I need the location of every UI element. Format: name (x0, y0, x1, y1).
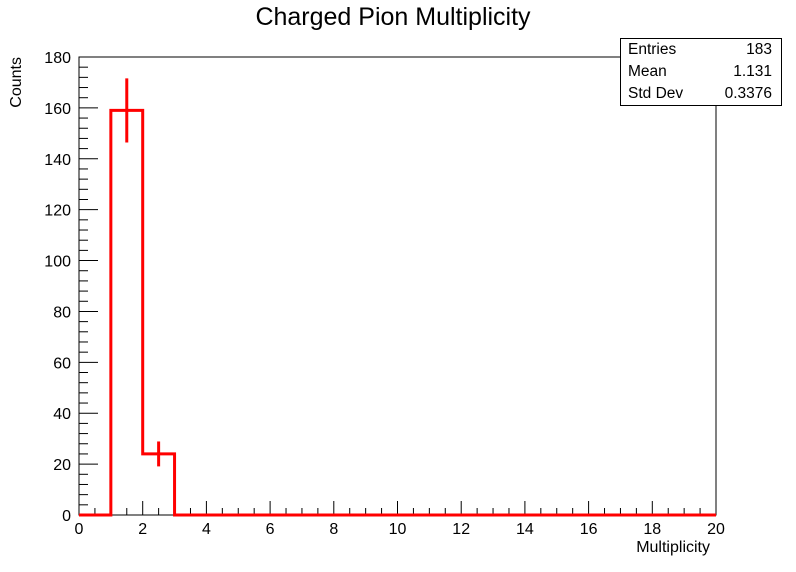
stats-std-value: 0.3376 (724, 85, 772, 102)
x-tick-label: 18 (643, 521, 661, 538)
x-tick-label: 4 (202, 521, 211, 538)
x-tick-label: 16 (580, 521, 598, 538)
y-tick-label: 0 (62, 508, 71, 525)
x-tick-label: 8 (329, 521, 338, 538)
stats-mean-label: Mean (628, 63, 667, 80)
x-tick-label: 2 (138, 521, 147, 538)
y-tick-label: 20 (53, 457, 71, 474)
stats-mean-row: Mean 1.131 (628, 63, 772, 83)
stats-entries-label: Entries (628, 41, 677, 58)
chart-title: Charged Pion Multiplicity (255, 3, 531, 31)
stats-std-row: Std Dev 0.3376 (628, 85, 772, 105)
y-tick-label: 180 (44, 50, 71, 67)
stats-entries-value: 183 (746, 41, 772, 58)
stats-entries-row: Entries 183 (628, 41, 772, 61)
x-tick-label: 20 (707, 521, 725, 538)
y-tick-label: 100 (44, 254, 71, 271)
x-tick-label: 0 (75, 521, 84, 538)
y-tick-label: 60 (53, 355, 71, 372)
y-tick-label: 140 (44, 152, 71, 169)
x-tick-label: 6 (266, 521, 275, 538)
y-tick-label: 40 (53, 406, 71, 423)
y-axis-label: Counts (8, 57, 25, 108)
stats-std-label: Std Dev (628, 85, 684, 102)
y-tick-label: 120 (44, 203, 71, 220)
x-axis-label: Multiplicity (636, 539, 710, 556)
histogram-outline (79, 108, 716, 517)
x-tick-label: 10 (389, 521, 407, 538)
plot-frame (78, 56, 717, 516)
y-tick-label: 160 (44, 101, 71, 118)
x-tick-label: 14 (516, 521, 534, 538)
x-tick-label: 12 (452, 521, 470, 538)
y-tick-label: 80 (53, 304, 71, 321)
stats-mean-value: 1.131 (733, 63, 772, 80)
stats-box: Entries 183 Mean 1.131 Std Dev 0.3376 (620, 38, 782, 106)
